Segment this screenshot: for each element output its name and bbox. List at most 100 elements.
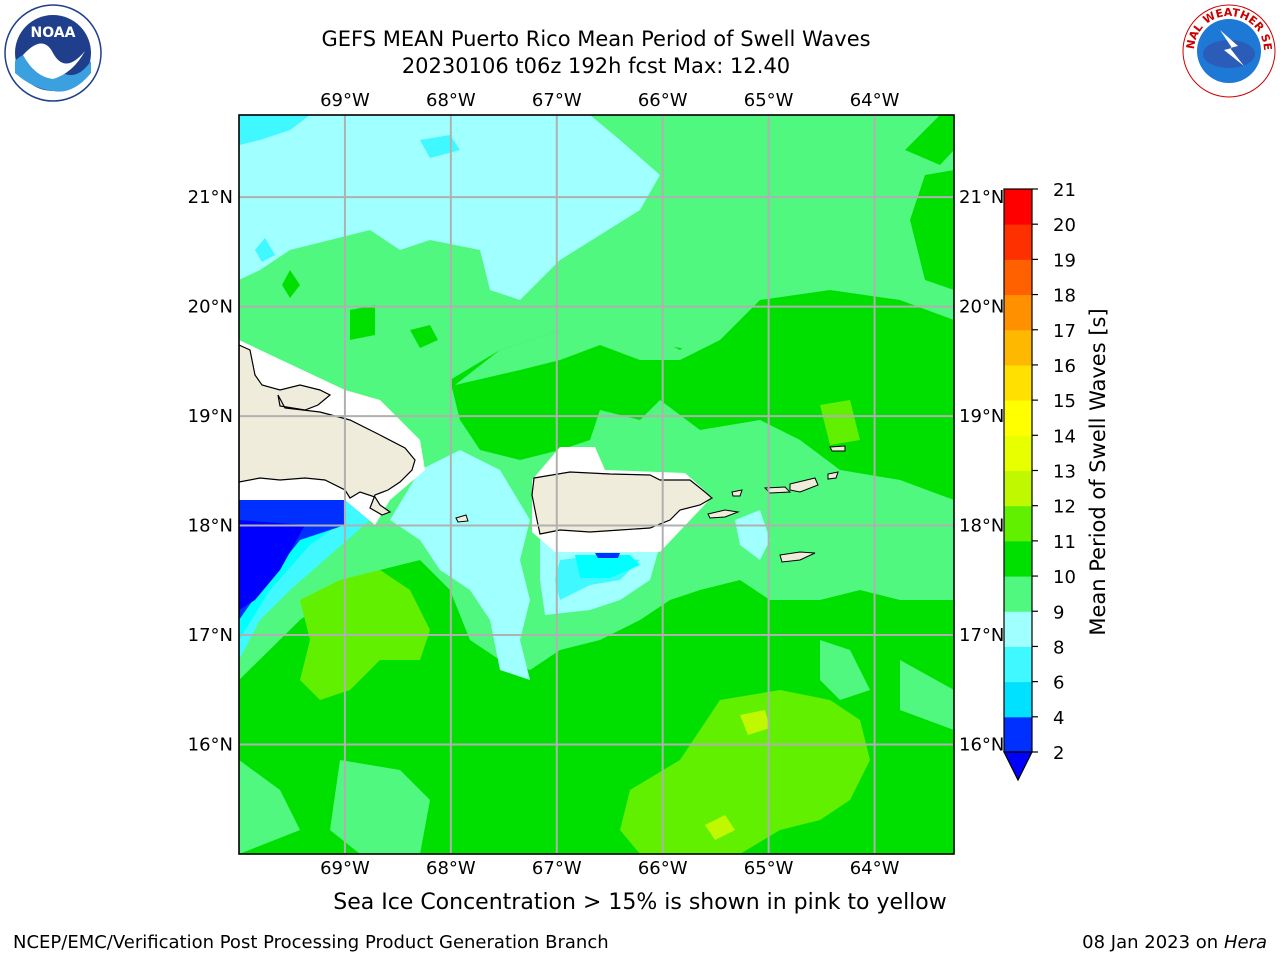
lat-label-left: 21°N bbox=[188, 187, 233, 208]
colorbar-tick-label: 18 bbox=[1053, 286, 1076, 307]
tortola-island bbox=[789, 477, 819, 493]
field-6-8-patch2 bbox=[255, 238, 275, 262]
colorbar-segment bbox=[1004, 364, 1032, 401]
culebra-island bbox=[731, 489, 743, 497]
colorbar-tick-label: 19 bbox=[1053, 250, 1076, 271]
colorbar-tick-label: 4 bbox=[1053, 708, 1064, 729]
colorbar-segment bbox=[1004, 540, 1032, 577]
colorbar-tick-label: 12 bbox=[1053, 497, 1076, 518]
field-9-10-south-patch bbox=[820, 640, 870, 700]
colorbar-segment bbox=[1004, 400, 1032, 436]
field-10-11-s2 bbox=[470, 815, 505, 840]
field-10-11-ne bbox=[905, 115, 954, 165]
colorbar-segment bbox=[1004, 470, 1032, 507]
colorbar-segment bbox=[1004, 259, 1032, 296]
lon-label-top: 68°W bbox=[426, 90, 476, 111]
noaa-logo-icon: NOAA bbox=[3, 3, 103, 103]
contour-field bbox=[239, 115, 954, 854]
colorbar-segment bbox=[1004, 646, 1032, 683]
vieques-island bbox=[707, 509, 740, 519]
colorbar-label: Mean Period of Swell Waves [s] bbox=[1086, 308, 1110, 635]
lon-label-bottom: 65°W bbox=[744, 858, 794, 879]
lon-labels-bottom: 69°W 68°W 67°W 66°W 65°W 64°W bbox=[320, 858, 900, 879]
lat-label-right: 21°N bbox=[959, 187, 1004, 208]
lon-label-bottom: 68°W bbox=[426, 858, 476, 879]
colorbar-segment bbox=[1004, 576, 1032, 612]
field-11-12-south bbox=[620, 690, 870, 854]
colorbar-tick-label: 13 bbox=[1053, 462, 1076, 483]
st-croix-island bbox=[779, 551, 816, 563]
lon-label-bottom: 64°W bbox=[850, 858, 900, 879]
field-4-6-south-pr bbox=[575, 555, 640, 578]
field-10-11-patch3 bbox=[410, 325, 438, 348]
colorbar-tick-label: 21 bbox=[1053, 180, 1076, 201]
colorbar-tick-label: 10 bbox=[1053, 567, 1076, 588]
colorbar-tick-label: 2 bbox=[1053, 743, 1064, 764]
colorbar-segment bbox=[1004, 189, 1032, 225]
field-9-10-se-patch bbox=[900, 660, 954, 730]
lat-label-left: 16°N bbox=[188, 735, 233, 756]
colorbar-segment bbox=[1004, 294, 1032, 331]
lon-label-top: 65°W bbox=[744, 90, 794, 111]
lat-labels-left: 21°N 20°N 19°N 18°N 17°N 16°N bbox=[188, 187, 233, 755]
colorbar-segment bbox=[1004, 611, 1032, 647]
field-9-10-s1 bbox=[330, 760, 430, 854]
lon-labels-top: 69°W 68°W 67°W 66°W 65°W 64°W bbox=[320, 90, 900, 111]
lat-label-left: 17°N bbox=[188, 625, 233, 646]
field-2-4-south-pr bbox=[595, 553, 620, 558]
lon-label-top: 69°W bbox=[320, 90, 370, 111]
lon-label-top: 66°W bbox=[638, 90, 688, 111]
colorbar-segment bbox=[1004, 224, 1032, 260]
lat-label-right: 17°N bbox=[959, 625, 1004, 646]
footer-date-text: 08 Jan 2023 on bbox=[1082, 932, 1224, 953]
nws-logo-icon: NATIONAL WEATHER SERVICE bbox=[1175, 0, 1278, 100]
footer-machine: Hera bbox=[1223, 932, 1267, 953]
swell-period-map: 69°W 68°W 67°W 66°W 65°W 64°W 69°W 68°W 67°W 66°… bbox=[188, 90, 1110, 879]
map-subtitle: 20230106 t06z 192h fcst Max: 12.40 bbox=[401, 54, 791, 78]
lat-labels-right: 21°N 20°N 19°N 18°N 17°N 16°N bbox=[959, 187, 1004, 755]
colorbar-tick-label: 15 bbox=[1053, 391, 1076, 412]
lat-label-right: 18°N bbox=[959, 516, 1004, 537]
colorbar-tick-label: 8 bbox=[1053, 637, 1064, 658]
lon-label-bottom: 69°W bbox=[320, 858, 370, 879]
puerto-rico-land bbox=[531, 471, 714, 535]
colorbar-segment bbox=[1004, 681, 1032, 718]
colorbar-segment bbox=[1004, 435, 1032, 471]
footer-date: 08 Jan 2023 on Hera bbox=[1082, 932, 1267, 953]
map-title: GEFS MEAN Puerto Rico Mean Period of Swe… bbox=[321, 27, 871, 51]
field-11-12-east bbox=[820, 400, 860, 445]
footer-credit: NCEP/EMC/Verification Post Processing Pr… bbox=[13, 932, 609, 953]
colorbar-tick-label: 6 bbox=[1053, 673, 1064, 694]
field-10-11-patch bbox=[282, 270, 300, 298]
field-10-11-east bbox=[910, 170, 954, 290]
field-9-10-sw bbox=[239, 760, 300, 854]
field-under-2-hisp bbox=[239, 520, 305, 610]
noaa-logo-text: NOAA bbox=[31, 25, 76, 41]
lat-label-left: 19°N bbox=[188, 406, 233, 427]
lon-label-top: 67°W bbox=[532, 90, 582, 111]
field-10-11-patch2 bbox=[350, 305, 375, 340]
virgin-gorda-island bbox=[827, 471, 839, 480]
colorbar-tick-label: 17 bbox=[1053, 321, 1076, 342]
lat-label-left: 20°N bbox=[188, 297, 233, 318]
anegada-island bbox=[829, 445, 846, 452]
lon-label-bottom: 67°W bbox=[532, 858, 582, 879]
colorbar-tick-label: 11 bbox=[1053, 532, 1076, 553]
hispaniola-land bbox=[239, 344, 416, 516]
colorbar-segment bbox=[1004, 505, 1032, 542]
lon-label-bottom: 66°W bbox=[638, 858, 688, 879]
field-8-9-east-pr bbox=[735, 510, 770, 560]
colorbar-tick-label: 9 bbox=[1053, 602, 1064, 623]
field-12-13-patch2 bbox=[740, 710, 770, 735]
sea-ice-caption: Sea Ice Concentration > 15% is shown in … bbox=[333, 890, 947, 915]
colorbar-under-arrow bbox=[1003, 751, 1033, 782]
field-6-8-nw bbox=[239, 115, 310, 145]
colorbar-segment bbox=[1004, 716, 1032, 753]
lat-label-right: 20°N bbox=[959, 297, 1004, 318]
graticule bbox=[239, 115, 954, 854]
colorbar-tick-label: 14 bbox=[1053, 426, 1076, 447]
map-frame bbox=[238, 114, 955, 855]
field-8-9-mona bbox=[390, 450, 530, 680]
field-12-13-patch bbox=[705, 815, 735, 840]
colorbar-tick-label: 16 bbox=[1053, 356, 1076, 377]
